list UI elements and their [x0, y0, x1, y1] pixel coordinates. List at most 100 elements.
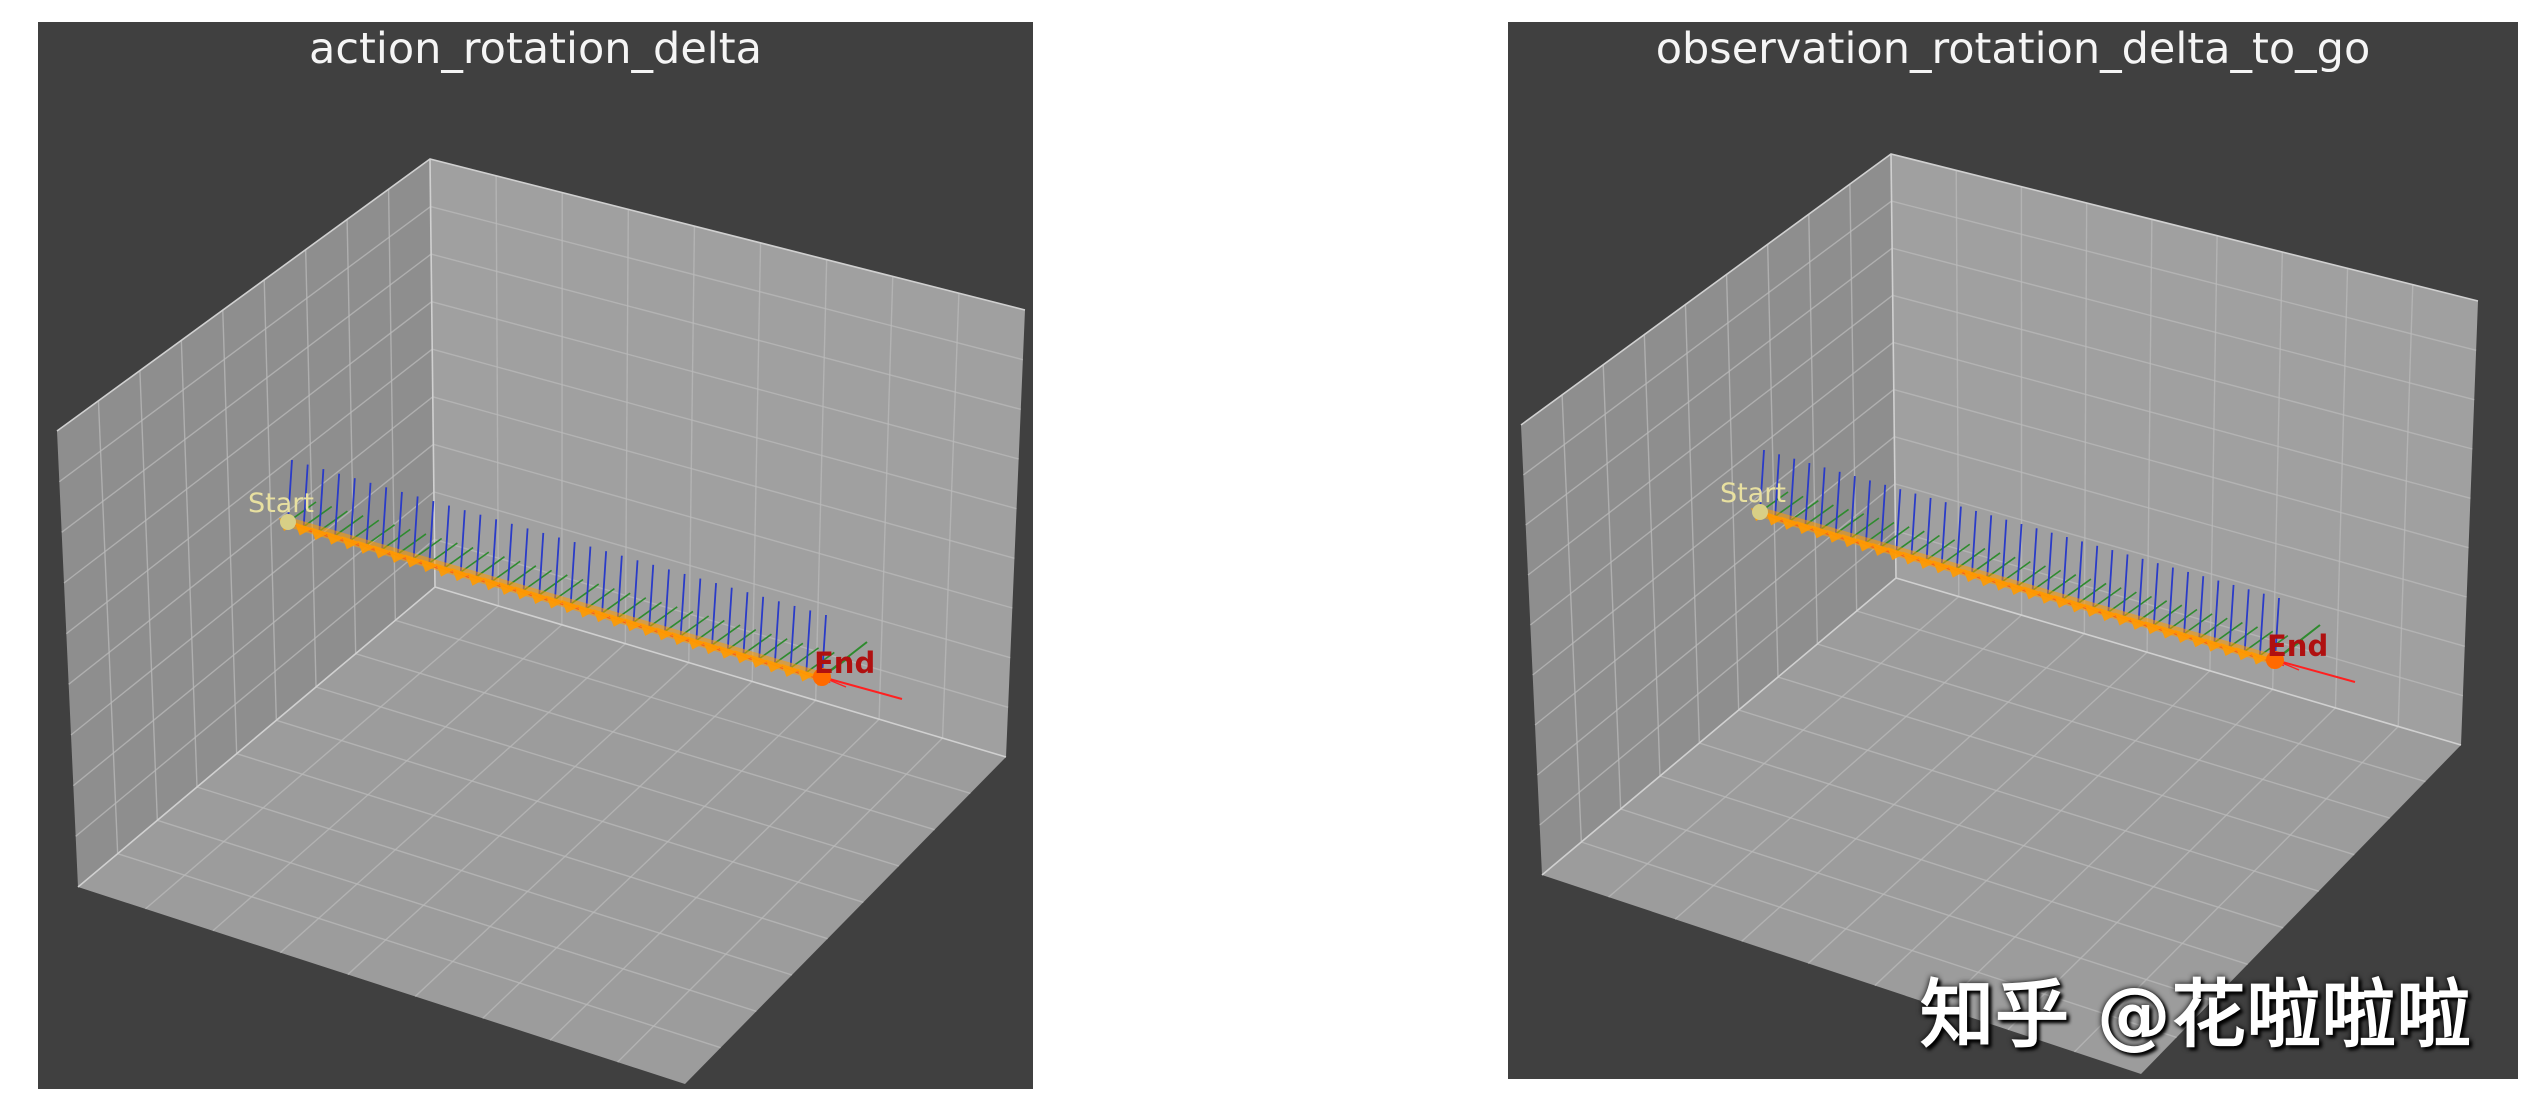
grid-line: [2271, 251, 2284, 690]
grid-line: [414, 680, 753, 997]
z-axis-triad-line: [821, 614, 827, 678]
end-y-axis: [821, 641, 868, 678]
z-axis-triad-line: [569, 542, 576, 605]
grid-line: [1808, 214, 1819, 645]
z-axis-triad-line: [522, 528, 529, 591]
trajectory-marker: [608, 613, 627, 627]
grid-line: [236, 752, 828, 940]
trajectory-marker: [2250, 651, 2269, 665]
z-axis-triad-line: [1880, 484, 1887, 547]
z-axis-triad-line: [1925, 497, 1932, 560]
right-chart-panel: observation_rotation_delta_to_go Start En…: [1508, 22, 2518, 1079]
z-axis-triad-line: [742, 592, 749, 655]
trajectory-marker: [341, 536, 360, 550]
trajectory-marker: [451, 568, 470, 582]
z-axis-triad-line: [302, 464, 309, 527]
z-axis-triad-line: [287, 459, 293, 523]
grid-line: [1525, 247, 1893, 526]
grid-line: [139, 370, 159, 821]
back-right-pane: [1891, 154, 2478, 745]
end-marker: [2266, 651, 2284, 669]
start-label: Start: [248, 488, 314, 519]
z-axis-triad-line: [2092, 545, 2099, 608]
trajectory-marker: [593, 609, 612, 623]
grid-line: [212, 624, 563, 932]
grid-line: [1674, 614, 2023, 920]
trajectory-marker: [483, 577, 502, 591]
z-axis-triad-line: [2122, 554, 2129, 617]
z-axis-triad-line: [1804, 463, 1811, 526]
z-axis-triad-line: [2213, 580, 2220, 643]
grid-line: [222, 310, 238, 754]
grid-line: [751, 242, 762, 682]
z-axis-triad-line: [1865, 480, 1871, 543]
grid-line: [61, 253, 432, 533]
trajectory-marker: [640, 622, 659, 636]
grid-line: [315, 686, 900, 867]
grid-line: [346, 219, 357, 654]
trajectory-marker: [671, 631, 690, 645]
trajectory-marker: [2008, 582, 2027, 595]
trajectory-marker: [2144, 621, 2163, 635]
back-left-pane: [57, 159, 435, 887]
trajectory-marker: [326, 531, 345, 545]
grid-line: [72, 491, 435, 787]
trajectory-marker: [797, 668, 816, 682]
z-axis-triad-line: [726, 587, 733, 650]
grid-line: [276, 719, 864, 904]
grid-line: [430, 205, 1024, 361]
z-axis-triad-line: [789, 605, 796, 668]
trajectory-marker: [750, 654, 769, 668]
grid-line: [70, 443, 434, 736]
trajectory-marker: [765, 659, 784, 673]
z-axis-triad-line: [538, 532, 545, 595]
trajectory-marker: [1811, 525, 1830, 539]
grid-line: [58, 205, 431, 483]
grid-line: [355, 652, 935, 831]
z-axis-triad-line: [601, 551, 608, 614]
grid-line: [117, 853, 721, 1049]
grid-line: [1620, 808, 2213, 1002]
grid-line: [1856, 610, 2426, 783]
trajectory-marker: [2023, 586, 2042, 600]
z-axis-triad-line: [365, 482, 372, 545]
z-axis-triad-line: [1834, 471, 1841, 534]
trajectory-marker: [2069, 599, 2088, 613]
grid-line: [688, 226, 696, 663]
trajectory-marker: [2114, 612, 2133, 626]
z-axis-triad-line: [491, 519, 498, 582]
z-axis-triad-line: [1789, 458, 1796, 521]
grid-line: [65, 348, 433, 635]
end-y-axis: [2274, 624, 2321, 661]
z-axis-triad-line: [2183, 571, 2190, 634]
grid-line: [97, 400, 119, 854]
grid-line: [1741, 633, 2085, 942]
trajectory-marker: [1963, 568, 1982, 582]
grid-line: [1891, 200, 2477, 352]
left-chart-title: action_rotation_delta: [309, 24, 762, 74]
end-marker: [813, 668, 831, 686]
trajectory-marker: [420, 559, 439, 573]
z-axis-triad-line: [1986, 515, 1993, 578]
z-axis-triad-line: [1971, 510, 1977, 573]
grid-line: [1738, 709, 2319, 892]
grid-line: [1893, 341, 2471, 500]
grid-line: [263, 279, 278, 721]
z-axis-triad-line: [2001, 519, 2008, 582]
trajectory-marker: [687, 636, 706, 650]
z-axis-triad-line: [2168, 567, 2174, 630]
z-axis-triad-line: [1940, 502, 1947, 565]
pane-edge: [429, 158, 436, 588]
trajectory-marker: [624, 618, 643, 632]
grid-line: [1891, 247, 2475, 401]
grid-line: [433, 443, 1013, 609]
z-axis-triad-line: [679, 573, 686, 637]
grid-line: [1561, 394, 1583, 843]
start-label: Start: [1720, 478, 1786, 509]
left-3d-plot: Start End: [56, 158, 1026, 1084]
grid-line: [2083, 202, 2088, 634]
grid-line: [1539, 530, 1896, 826]
z-axis-triad-line: [648, 564, 655, 627]
z-axis-triad-line: [2198, 576, 2205, 639]
trajectory-marker: [436, 563, 455, 577]
